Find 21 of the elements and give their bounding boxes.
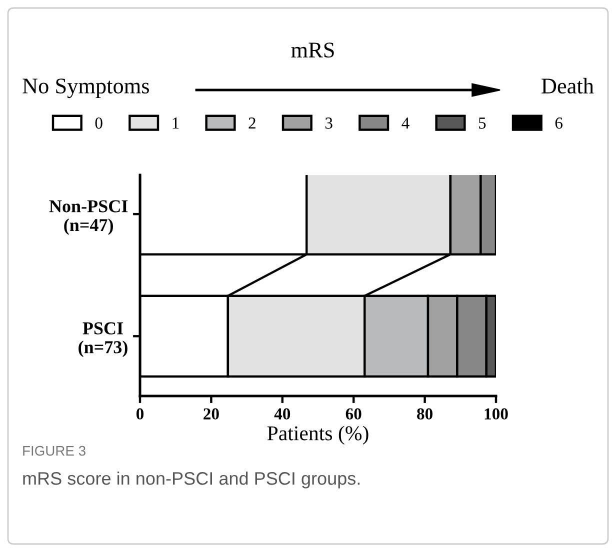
x-tick-label: 0: [136, 408, 144, 420]
text: Death: [542, 78, 594, 94]
text: No Symptoms: [22, 78, 149, 98]
text: mRS: [291, 42, 334, 58]
x-tick-label: 20: [204, 408, 219, 420]
legend-label: 3: [325, 118, 332, 129]
x-axis-title: Patients (%): [267, 426, 368, 445]
x-tick-label: 80: [417, 408, 432, 420]
y-tick-label: Non-PSCI (n=47): [49, 200, 128, 235]
text: mRS score in non-PSCI and PSCI groups.: [23, 472, 360, 488]
legend-label: 1: [172, 118, 179, 129]
caption: FIGURE 3: [23, 446, 86, 456]
legend-label: 5: [478, 118, 486, 129]
legend-label: 2: [248, 118, 256, 129]
x-tick-label: 60: [346, 408, 362, 420]
x-tick-label: 40: [274, 408, 290, 420]
legend-label: 0: [95, 117, 102, 129]
y-tick-label: PSCI (n=73): [78, 322, 128, 357]
legend-label: 4: [402, 118, 410, 129]
legend-label: 6: [555, 118, 563, 129]
x-tick-label: 100: [484, 408, 508, 420]
